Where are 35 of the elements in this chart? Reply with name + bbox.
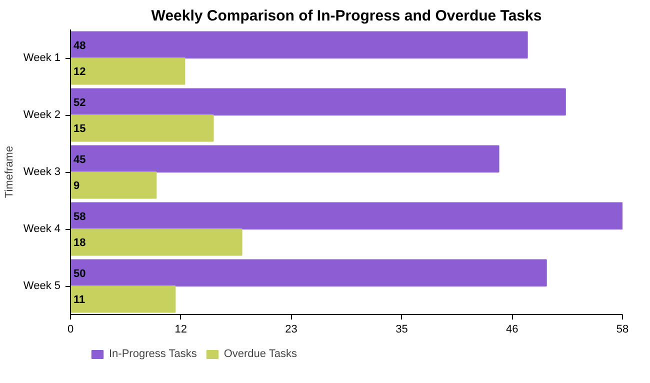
legend-label: Overdue Tasks xyxy=(224,348,297,360)
y-tick-label: Week 2 xyxy=(23,109,60,121)
y-tick-label: Week 4 xyxy=(23,223,60,235)
bar xyxy=(70,88,566,116)
data-label: 50 xyxy=(74,268,86,280)
y-tick-label: Week 5 xyxy=(23,280,60,292)
data-label: 11 xyxy=(74,294,86,306)
data-label: 58 xyxy=(74,210,86,223)
x-tick-label: 46 xyxy=(506,324,518,336)
data-label: 12 xyxy=(74,66,86,78)
bar xyxy=(70,202,622,230)
y-tick-label: Week 1 xyxy=(23,52,60,64)
bar xyxy=(70,58,186,85)
bar xyxy=(70,114,214,142)
bar xyxy=(70,31,528,58)
bar xyxy=(70,286,176,313)
x-tick-label: 12 xyxy=(174,324,188,336)
data-label: 52 xyxy=(74,96,86,109)
chart-title: Weekly Comparison of In-Progress and Overdue Tasks xyxy=(151,8,542,24)
x-tick-label: 0 xyxy=(67,324,74,336)
y-axis-title: Timeframe xyxy=(3,146,16,198)
data-label: 15 xyxy=(74,123,86,136)
data-label: 9 xyxy=(74,180,80,192)
y-tick-label: Week 3 xyxy=(23,166,60,178)
bar xyxy=(70,172,157,199)
bar xyxy=(70,259,547,286)
data-label: 45 xyxy=(74,154,86,166)
legend-label: In-Progress Tasks xyxy=(109,348,197,360)
x-tick-label: 23 xyxy=(285,324,298,336)
bar xyxy=(70,228,242,256)
data-label: 18 xyxy=(74,237,86,250)
x-tick-label: 58 xyxy=(616,324,629,336)
data-label: 48 xyxy=(74,40,86,52)
x-tick-label: 35 xyxy=(396,324,408,336)
bar xyxy=(70,145,500,172)
